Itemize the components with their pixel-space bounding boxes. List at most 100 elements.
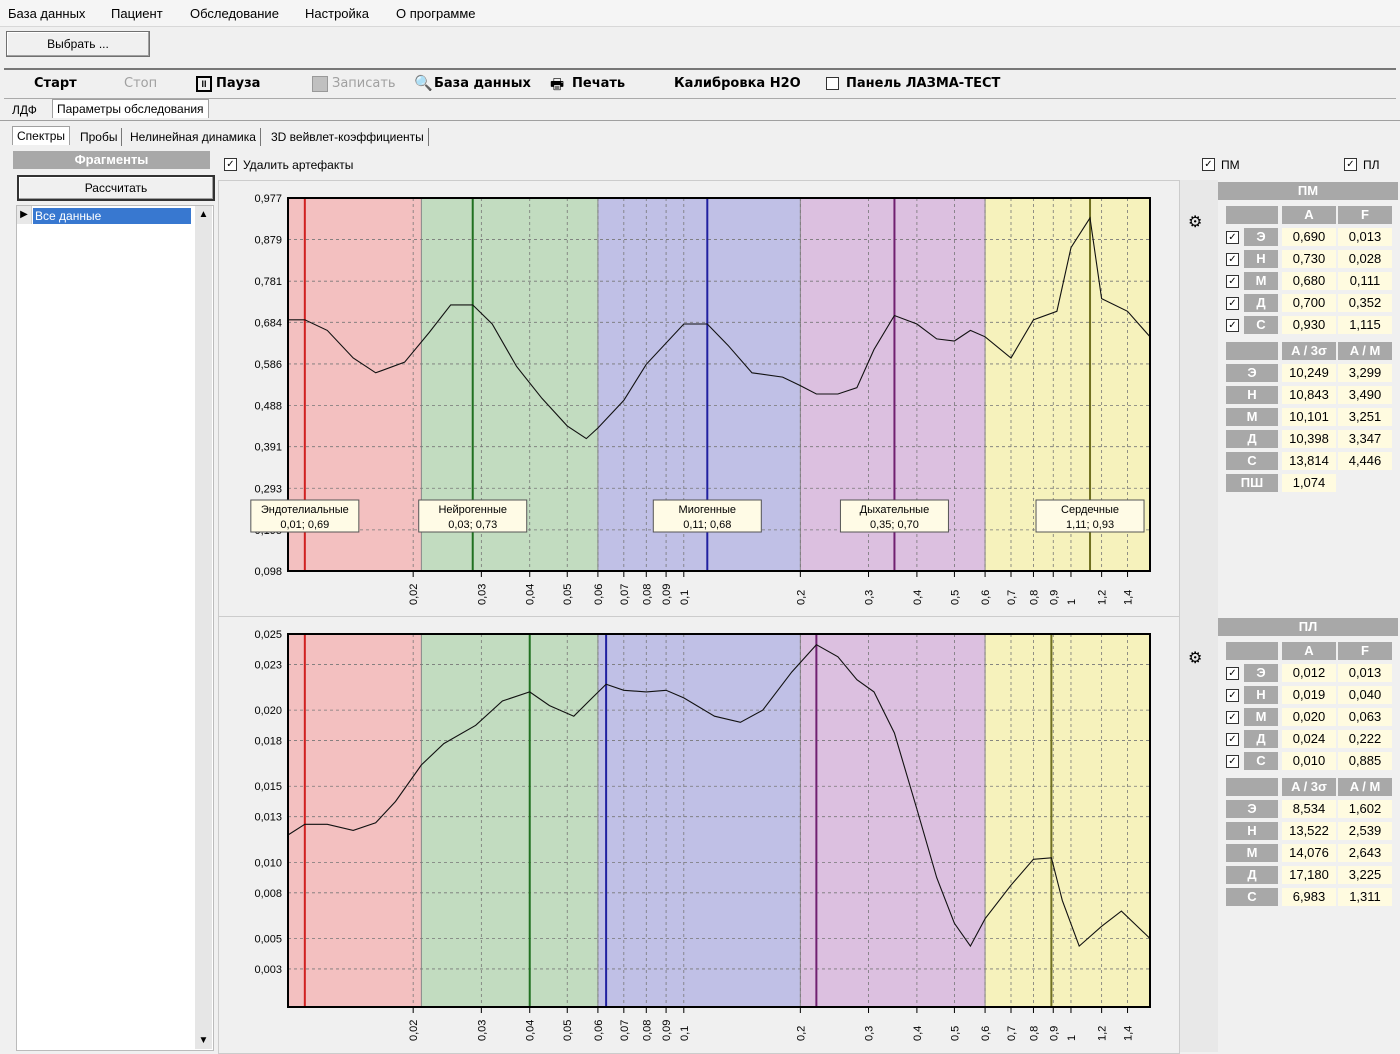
pm-peak-value: 0,03; 0,73 — [448, 519, 497, 531]
pm-x-tick-label: 0,5 — [949, 590, 961, 605]
tab-probes[interactable]: Пробы — [76, 128, 123, 146]
stop-button[interactable]: Стоп — [124, 76, 158, 91]
menu-about[interactable]: О программе — [396, 6, 476, 21]
pm-value-a: 0,700 — [1282, 294, 1336, 312]
pl-x-tick-label: 0,06 — [593, 1020, 605, 1041]
pl-row-key: Э — [1244, 664, 1278, 682]
pl-band-1 — [421, 634, 598, 1007]
remove-artifacts-checkbox[interactable]: ✓ — [224, 158, 237, 171]
pm-x-tick-label: 0,09 — [661, 584, 673, 605]
tab-spectra[interactable]: Спектры — [12, 126, 71, 145]
pl-value-a3s: 8,534 — [1282, 800, 1336, 818]
pl-value-a: 0,024 — [1282, 730, 1336, 748]
pm-head1-col — [1226, 206, 1278, 224]
pm-row2-key: Н — [1226, 386, 1278, 404]
pl-y-tick-label: 0,008 — [254, 888, 282, 900]
calibration-button[interactable]: Калибровка H2O — [674, 76, 801, 91]
fragments-list: ▶ Все данные ▲ ▼ — [16, 205, 214, 1051]
pl-x-tick-label: 0,3 — [864, 1026, 876, 1041]
pl-x-tick-label: 0,1 — [679, 1026, 691, 1041]
pl-x-tick-label: 0,6 — [980, 1026, 992, 1041]
tab-nonlinear[interactable]: Нелинейная динамика — [126, 128, 261, 146]
pl-value-am: 1,311 — [1338, 888, 1392, 906]
tab-ldf[interactable]: ЛДФ — [12, 103, 37, 117]
pl-row-key: М — [1244, 708, 1278, 726]
pm-head2-col — [1226, 342, 1278, 360]
pm-x-tick-label: 0,1 — [679, 590, 691, 605]
pm-checkbox[interactable]: ✓ — [1202, 158, 1215, 171]
tab-3d-wavelet[interactable]: 3D вейвлет-коэффициенты — [267, 128, 429, 146]
pm-row-checkbox[interactable]: ✓ — [1226, 275, 1239, 288]
pm-y-tick-label: 0,586 — [254, 359, 282, 371]
menu-bar: База данных Пациент Обследование Настрой… — [0, 0, 1400, 27]
calculate-button[interactable]: Рассчитать — [17, 175, 215, 201]
pl-head1-col — [1226, 642, 1278, 660]
pm-x-tick-label: 0,4 — [912, 590, 924, 605]
pl-settings-icon[interactable]: ⚙ — [1188, 650, 1203, 667]
tab-exam-params[interactable]: Параметры обследования — [52, 99, 209, 118]
pm-value-am: 3,299 — [1338, 364, 1392, 382]
pl-plot-frame — [287, 633, 1151, 1008]
pl-side-strip — [1180, 616, 1218, 1052]
pm-value-a3s: 10,843 — [1282, 386, 1336, 404]
pl-row-checkbox[interactable]: ✓ — [1226, 733, 1239, 746]
pl-y-tick-label: 0,025 — [254, 629, 282, 641]
pl-row-checkbox[interactable]: ✓ — [1226, 711, 1239, 724]
pl-row-key: Д — [1244, 730, 1278, 748]
pm-peak-title: Эндотелиальные — [261, 504, 349, 516]
pm-row2-key: ПШ — [1226, 474, 1278, 492]
pl-x-tick-label: 0,7 — [1006, 1026, 1018, 1041]
pm-label: ПМ — [1221, 158, 1240, 172]
select-button[interactable]: Выбрать ... — [6, 31, 150, 57]
pl-row2-key: Э — [1226, 800, 1278, 818]
pm-peak-title: Миогенные — [679, 504, 737, 516]
panel-checkbox[interactable] — [826, 77, 839, 90]
pm-settings-icon[interactable]: ⚙ — [1188, 214, 1203, 231]
pm-value-f: 0,013 — [1338, 228, 1392, 246]
pm-x-tick-label: 0,06 — [593, 584, 605, 605]
menu-examination[interactable]: Обследование — [190, 6, 279, 21]
pm-x-tick-label: 0,07 — [619, 584, 631, 605]
pl-y-tick-label: 0,013 — [254, 812, 282, 824]
pl-head2-col: A / 3σ — [1282, 778, 1336, 796]
fragment-item-all[interactable]: Все данные — [33, 208, 191, 224]
pl-row-checkbox[interactable]: ✓ — [1226, 755, 1239, 768]
fragments-scrollbar[interactable]: ▲ ▼ — [195, 206, 212, 1049]
print-button[interactable]: Печать — [572, 76, 626, 91]
pm-y-tick-label: 0,488 — [254, 401, 282, 413]
menu-database[interactable]: База данных — [8, 6, 86, 21]
pl-row-checkbox[interactable]: ✓ — [1226, 667, 1239, 680]
pl-y-tick-label: 0,003 — [254, 964, 282, 976]
pm-peak-value: 0,11; 0,68 — [683, 519, 731, 531]
pl-band-2 — [597, 634, 801, 1007]
pm-x-tick-label: 0,2 — [795, 590, 807, 605]
database-button[interactable]: База данных — [434, 76, 531, 91]
pm-row-checkbox[interactable]: ✓ — [1226, 231, 1239, 244]
menu-patient[interactable]: Пациент — [111, 6, 163, 21]
pl-row-checkbox[interactable]: ✓ — [1226, 689, 1239, 702]
pm-y-tick-label: 0,781 — [254, 276, 282, 288]
remove-artifacts-label: Удалить артефакты — [243, 158, 354, 172]
start-button[interactable]: Старт — [34, 76, 77, 91]
pl-checkbox[interactable]: ✓ — [1344, 158, 1357, 171]
pm-x-tick-label: 0,8 — [1028, 590, 1040, 605]
pm-head2-col: A / 3σ — [1282, 342, 1336, 360]
pl-y-tick-label: 0,020 — [254, 705, 282, 717]
scroll-down-icon[interactable]: ▼ — [198, 1035, 209, 1046]
pl-x-tick-label: 1 — [1066, 1035, 1078, 1041]
record-button[interactable]: Записать — [332, 76, 396, 91]
menu-settings[interactable]: Настройка — [305, 6, 369, 21]
pl-head1-col: A — [1282, 642, 1336, 660]
pause-button[interactable]: Пауза — [216, 76, 261, 91]
pl-x-tick-label: 1,2 — [1097, 1026, 1109, 1041]
scroll-up-icon[interactable]: ▲ — [198, 209, 209, 220]
pm-row-checkbox[interactable]: ✓ — [1226, 253, 1239, 266]
pm-row-key: С — [1244, 316, 1278, 334]
pm-plot-frame — [287, 197, 1151, 572]
pl-head2-col: A / M — [1338, 778, 1392, 796]
pm-row2-key: М — [1226, 408, 1278, 426]
pm-value-a3s: 10,398 — [1282, 430, 1336, 448]
pm-row-checkbox[interactable]: ✓ — [1226, 319, 1239, 332]
pm-side-strip — [1180, 180, 1218, 616]
pm-row-checkbox[interactable]: ✓ — [1226, 297, 1239, 310]
